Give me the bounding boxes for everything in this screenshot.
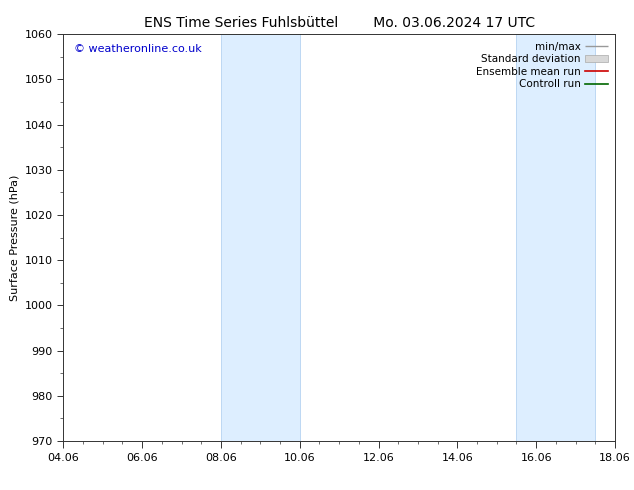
Y-axis label: Surface Pressure (hPa): Surface Pressure (hPa) <box>10 174 19 301</box>
Title: ENS Time Series Fuhlsbüttel        Mo. 03.06.2024 17 UTC: ENS Time Series Fuhlsbüttel Mo. 03.06.20… <box>144 16 534 30</box>
Bar <box>517 34 595 441</box>
Text: © weatheronline.co.uk: © weatheronline.co.uk <box>74 45 202 54</box>
Bar <box>221 34 300 441</box>
Legend: min/max, Standard deviation, Ensemble mean run, Controll run: min/max, Standard deviation, Ensemble me… <box>474 40 610 92</box>
